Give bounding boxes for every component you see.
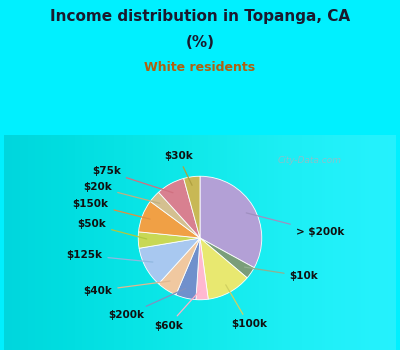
- Wedge shape: [196, 238, 208, 300]
- Wedge shape: [158, 178, 200, 238]
- Text: > $200k: > $200k: [246, 213, 344, 237]
- Wedge shape: [158, 238, 200, 295]
- Text: $60k: $60k: [154, 291, 200, 331]
- Text: $30k: $30k: [164, 152, 192, 185]
- Wedge shape: [138, 232, 200, 248]
- Text: $150k: $150k: [72, 199, 150, 219]
- Text: $40k: $40k: [84, 281, 170, 295]
- Text: $125k: $125k: [66, 250, 153, 262]
- Wedge shape: [138, 201, 200, 238]
- Text: City-Data.com: City-Data.com: [278, 156, 342, 165]
- Text: Income distribution in Topanga, CA: Income distribution in Topanga, CA: [50, 9, 350, 24]
- Text: $200k: $200k: [108, 288, 186, 320]
- Text: $20k: $20k: [84, 182, 160, 203]
- Wedge shape: [200, 238, 247, 299]
- Text: $100k: $100k: [226, 285, 267, 329]
- Wedge shape: [200, 176, 262, 268]
- Text: $50k: $50k: [77, 219, 147, 239]
- Text: $75k: $75k: [92, 166, 173, 193]
- Wedge shape: [150, 192, 200, 238]
- Text: White residents: White residents: [144, 61, 256, 74]
- Wedge shape: [176, 238, 200, 300]
- Wedge shape: [184, 176, 200, 238]
- Text: (%): (%): [186, 35, 214, 50]
- Wedge shape: [139, 238, 200, 284]
- Text: $10k: $10k: [244, 267, 318, 281]
- Wedge shape: [200, 238, 254, 278]
